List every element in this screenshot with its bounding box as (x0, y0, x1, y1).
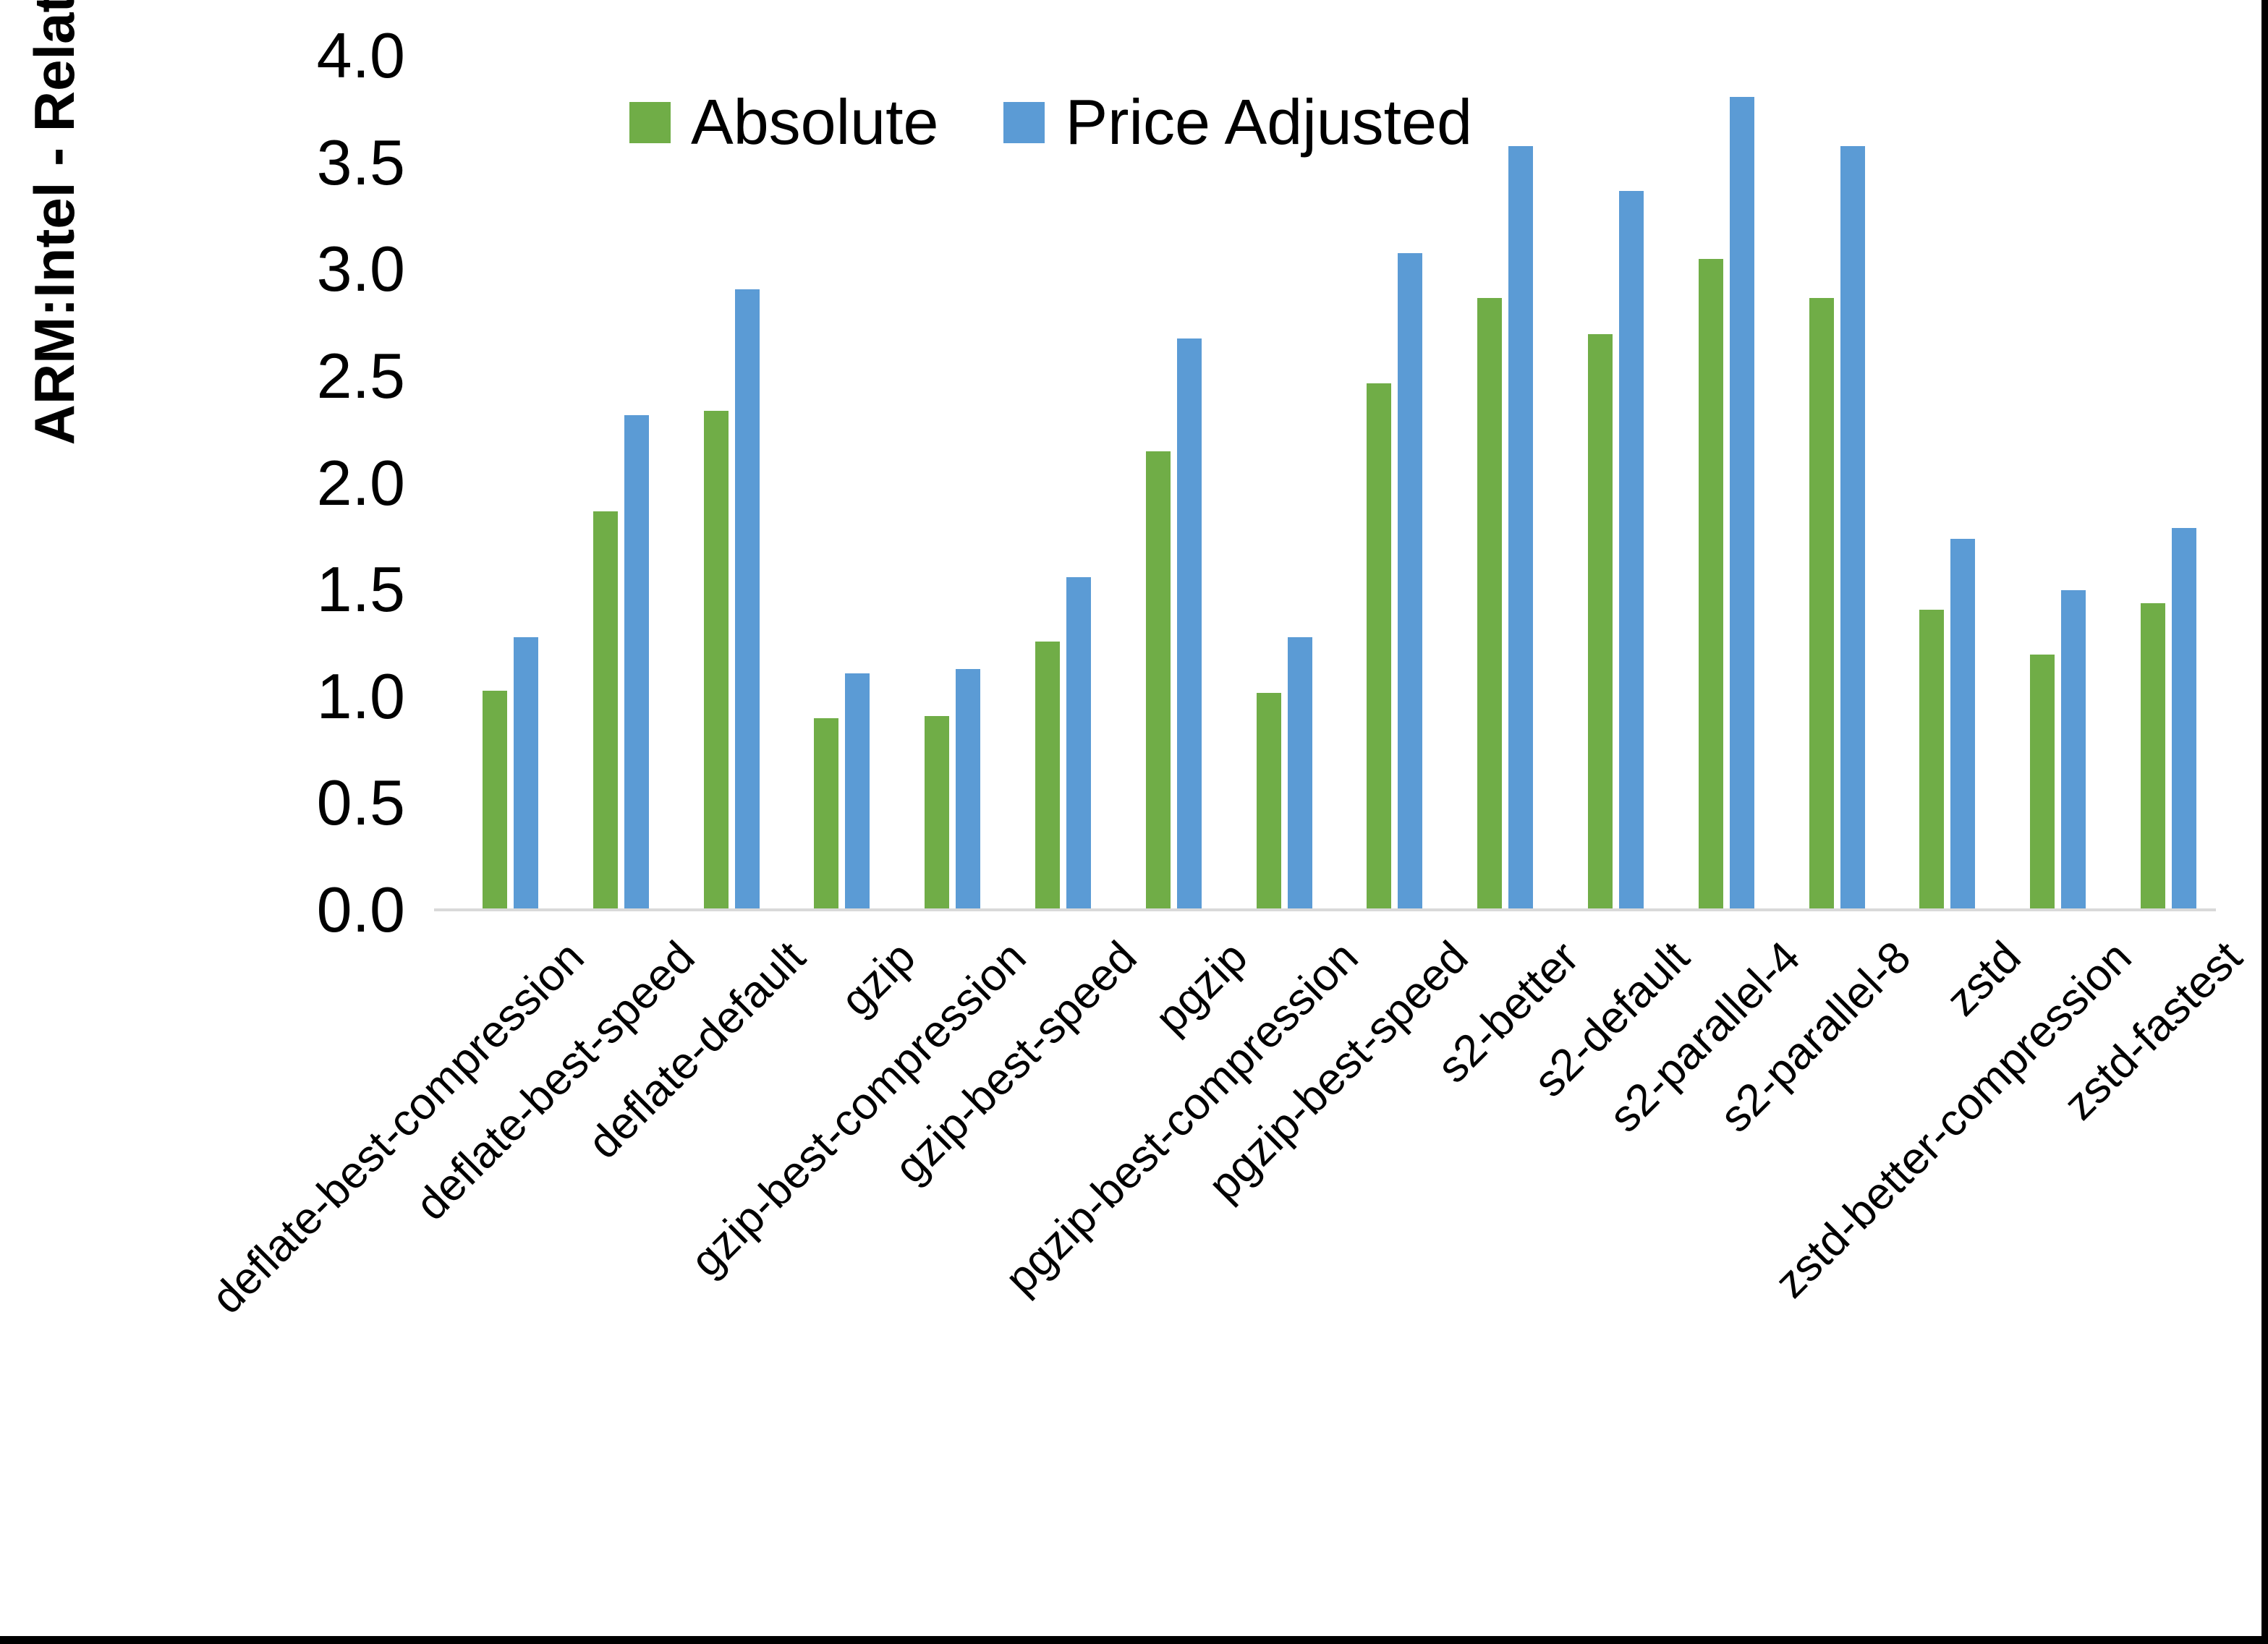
legend: Absolute Price Adjusted (629, 85, 1498, 159)
window-edge-bottom (0, 1636, 2268, 1644)
legend-item: Absolute (629, 85, 938, 159)
bar (845, 673, 870, 908)
legend-label: Absolute (691, 86, 939, 158)
bar (956, 669, 981, 908)
bar (2141, 602, 2165, 908)
y-tick-label: 1.0 (316, 660, 405, 732)
bar (814, 718, 839, 908)
y-tick-label: 1.5 (316, 553, 405, 626)
bar (624, 414, 649, 908)
legend-swatch-icon (629, 101, 671, 143)
y-tick-label: 0.0 (316, 874, 405, 945)
plot-area (434, 56, 2216, 911)
bar (1287, 637, 1312, 908)
y-tick-label: 3.5 (316, 126, 405, 198)
y-tick-label: 4.0 (316, 20, 405, 91)
bar (1809, 297, 1834, 908)
x-axis-baseline (434, 908, 2216, 911)
bar (1508, 145, 1534, 908)
bar (703, 411, 729, 908)
window-edge-right (2261, 0, 2268, 1644)
bar (2030, 654, 2055, 908)
legend-label: Price Adjusted (1065, 86, 1473, 158)
bar (593, 511, 618, 908)
bar (1950, 539, 1976, 908)
y-tick-label: 3.0 (316, 233, 405, 305)
bar (1398, 252, 1423, 908)
bar (1035, 641, 1060, 908)
bar (2172, 528, 2196, 908)
bar (734, 289, 760, 908)
bar (1145, 451, 1171, 908)
y-axis-title: ARM:Intel - Relative Performance (22, 0, 86, 446)
legend-item: Price Adjusted (1003, 85, 1472, 159)
bar (1588, 333, 1613, 908)
bar (1477, 297, 1503, 908)
y-tick-label: 0.5 (316, 767, 405, 839)
bar (1176, 338, 1202, 908)
bar (1919, 609, 1945, 908)
legend-swatch-icon (1003, 101, 1045, 143)
bar (514, 637, 538, 908)
bar (2061, 590, 2086, 908)
bar (1840, 145, 1865, 908)
bar (1698, 259, 1723, 908)
bar (1256, 692, 1281, 908)
bar (1066, 577, 1091, 908)
bar (1729, 97, 1754, 908)
bar (1619, 190, 1644, 908)
y-tick-label: 2.0 (316, 446, 405, 519)
bar (483, 690, 507, 908)
bar (1367, 383, 1392, 908)
y-tick-label: 2.5 (316, 339, 405, 412)
bar (925, 716, 950, 908)
